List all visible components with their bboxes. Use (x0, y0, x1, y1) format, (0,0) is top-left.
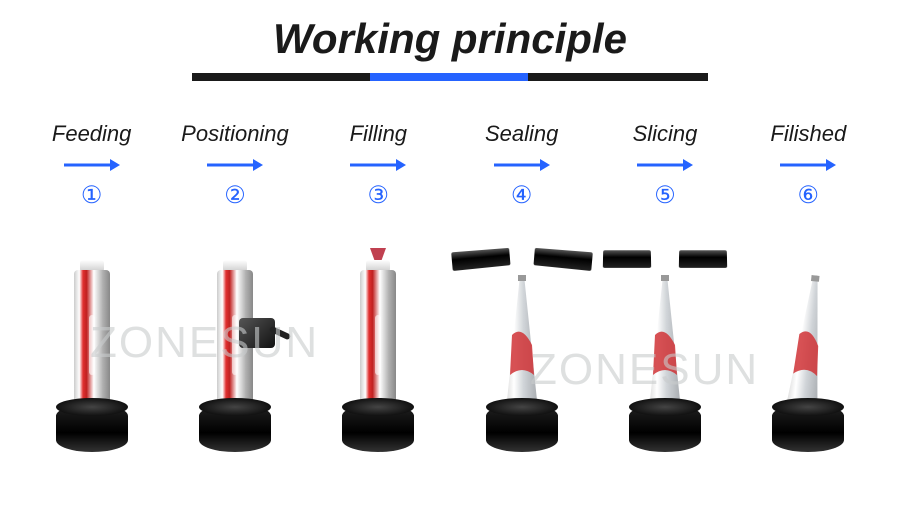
arrow-icon (635, 155, 695, 175)
step-finished: Filished ⑥ (738, 121, 878, 452)
tube-stage-slicing (595, 222, 735, 452)
tube-base (772, 404, 844, 452)
tube-stage-filling (308, 222, 448, 452)
step-slicing: Slicing ⑤ (595, 121, 735, 452)
plate-right (533, 248, 592, 271)
blade-left (603, 250, 651, 268)
step-number: ⑤ (654, 181, 676, 210)
tube-base (486, 404, 558, 452)
step-label: Slicing (633, 121, 698, 147)
step-label: Sealing (485, 121, 558, 147)
blade-right (679, 250, 727, 268)
step-number: ④ (511, 181, 533, 210)
step-positioning: Positioning ② (165, 121, 305, 452)
step-label: Positioning (181, 121, 289, 147)
underline-right (528, 73, 708, 81)
tube-base (199, 404, 271, 452)
step-number: ⑥ (798, 181, 820, 210)
arrow-icon (205, 155, 265, 175)
title-underline (0, 73, 900, 81)
tube-stage-sealing (452, 222, 592, 452)
underline-mid (370, 73, 530, 81)
step-label: Filling (350, 121, 407, 147)
title-section: Working principle (0, 0, 900, 81)
step-label: Feeding (52, 121, 132, 147)
step-number: ② (224, 181, 246, 210)
step-number: ③ (368, 181, 390, 210)
step-number: ① (81, 181, 103, 210)
arrow-icon (62, 155, 122, 175)
steps-row: Feeding ① Positioning ② (0, 121, 900, 452)
tube-base (629, 404, 701, 452)
plate-left (451, 248, 510, 271)
tube-stage-finished (738, 222, 878, 452)
step-filling: Filling ③ (308, 121, 448, 452)
step-feeding: Feeding ① (22, 121, 162, 452)
arrow-icon (492, 155, 552, 175)
underline-left (192, 73, 372, 81)
tube-base (56, 404, 128, 452)
tube-stage-positioning (165, 222, 305, 452)
step-sealing: Sealing ④ (452, 121, 592, 452)
tube-base (342, 404, 414, 452)
tube-stage-feeding (22, 222, 162, 452)
arrow-icon (778, 155, 838, 175)
arrow-icon (348, 155, 408, 175)
step-label: Filished (770, 121, 846, 147)
positioning-sensor (239, 318, 275, 348)
page-title: Working principle (0, 15, 900, 63)
